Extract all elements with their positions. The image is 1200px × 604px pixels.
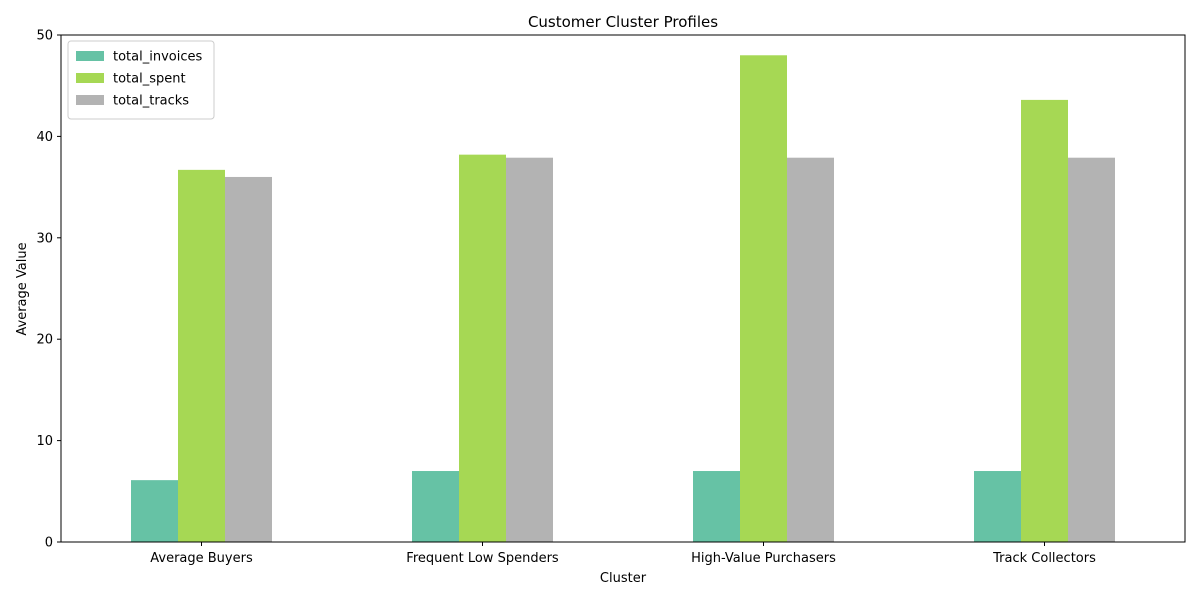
x-tick-label: High-Value Purchasers — [691, 551, 836, 566]
bar-total-tracks-0 — [225, 176, 272, 542]
chart-title: Customer Cluster Profiles — [528, 13, 718, 31]
x-axis-label: Cluster — [600, 571, 647, 586]
bar-total-spent-0 — [178, 169, 225, 542]
legend-label-total-spent: total_spent — [113, 72, 186, 87]
bar-total-spent-2 — [740, 55, 787, 542]
x-tick-label: Track Collectors — [992, 551, 1096, 566]
y-axis-label: Average Value — [15, 242, 30, 335]
y-tick-label: 40 — [36, 130, 53, 145]
legend-swatch-total-spent — [76, 73, 104, 83]
y-tick-label: 50 — [36, 29, 53, 44]
legend-box — [67, 40, 215, 120]
legend: total_invoices total_spent total_tracks — [67, 40, 215, 120]
bar-total-spent-3 — [1021, 99, 1068, 543]
y-tick-label: 20 — [36, 333, 53, 348]
bar-total-invoices-1 — [412, 471, 459, 542]
bar-total-tracks-2 — [787, 157, 834, 542]
bar-total-tracks-3 — [1068, 157, 1115, 542]
plot-frame — [60, 34, 1186, 543]
legend-label-total-invoices: total_invoices — [113, 50, 202, 65]
x-tick-label: Average Buyers — [150, 551, 253, 566]
x-tick-label: Frequent Low Spenders — [406, 551, 559, 566]
bar-total-invoices-2 — [693, 471, 740, 542]
y-tick-label: 0 — [45, 536, 53, 551]
legend-swatch-total-invoices — [76, 51, 104, 61]
axes-group: 0 10 20 30 40 50 Average Buyers Frequent Low Sp… — [36, 29, 1186, 566]
bars-group — [131, 55, 1115, 543]
legend-label-total-tracks: total_tracks — [113, 94, 189, 109]
y-tick-label: 30 — [36, 231, 53, 246]
y-tick-label: 10 — [36, 434, 53, 449]
bar-total-spent-1 — [459, 154, 506, 543]
bar-total-invoices-0 — [131, 480, 178, 542]
bar-total-invoices-3 — [974, 471, 1021, 542]
bar-total-tracks-1 — [506, 157, 553, 542]
legend-swatch-total-tracks — [76, 95, 104, 105]
